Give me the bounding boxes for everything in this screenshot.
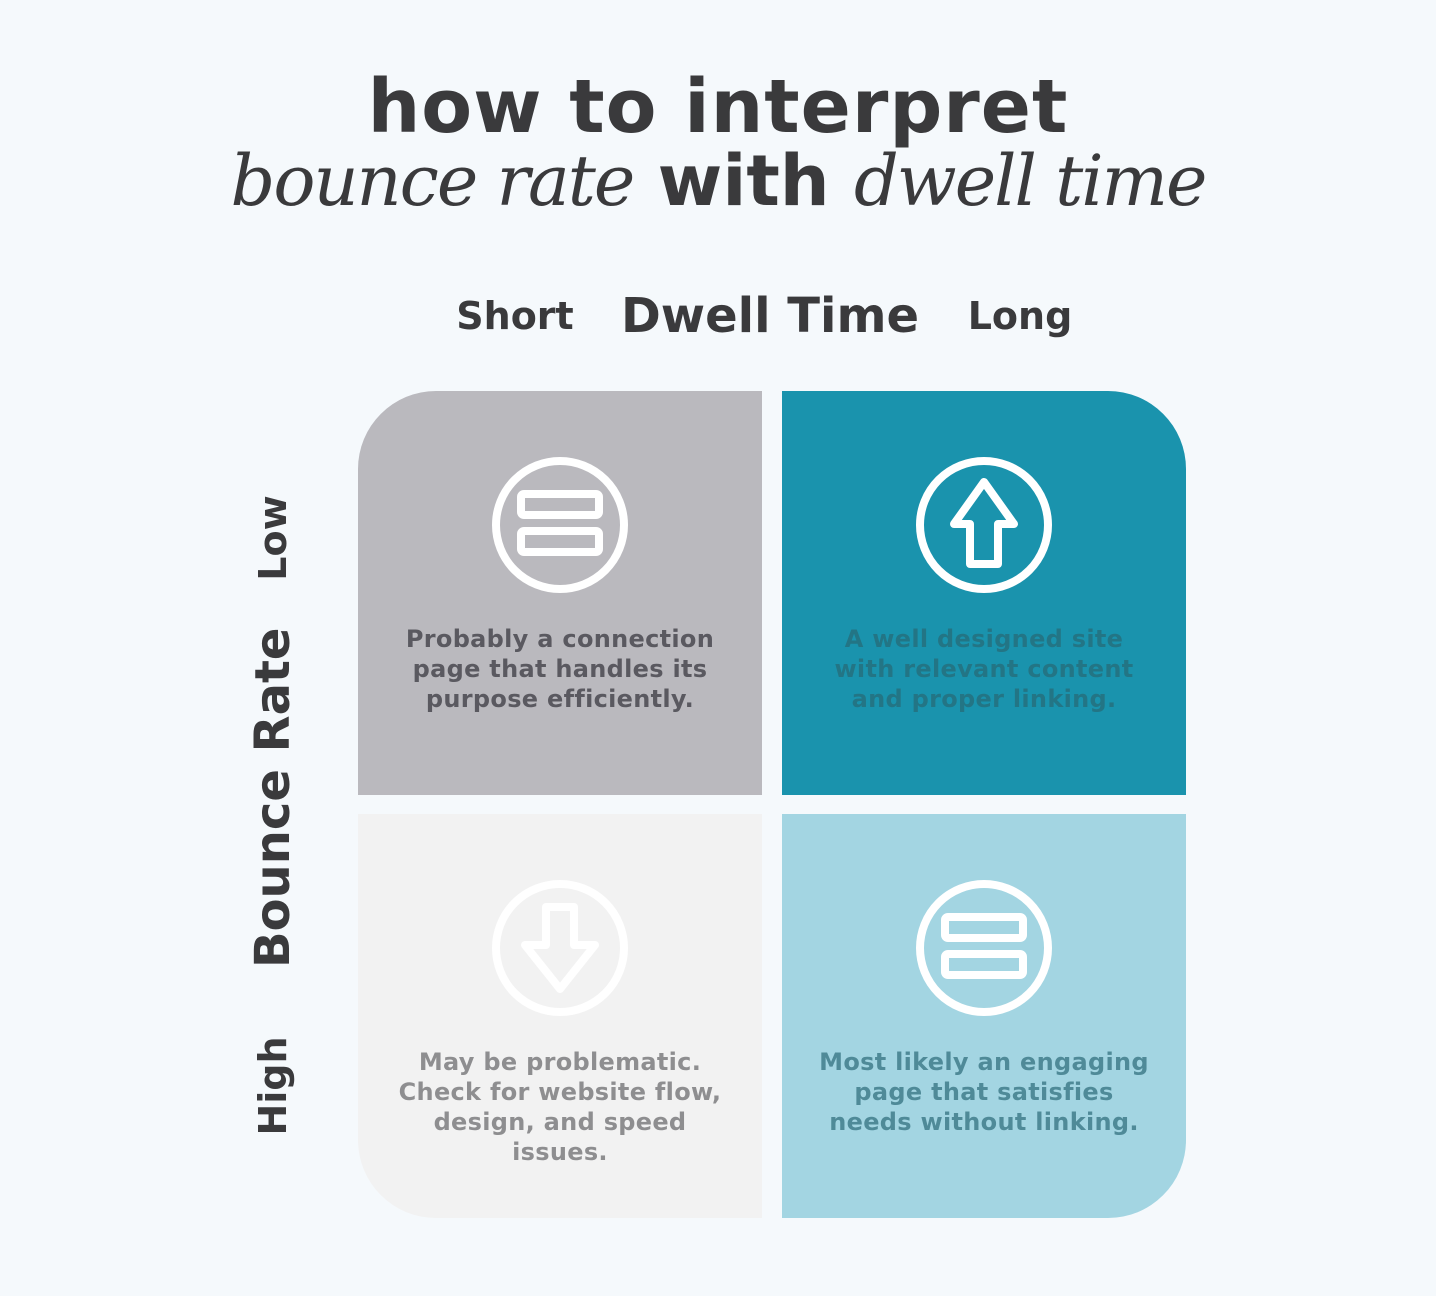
y-axis-title: Bounce Rate bbox=[245, 627, 301, 968]
title-bounce-rate: bounce rate bbox=[230, 140, 636, 222]
quadrant-description: May be problematic. Check for website fl… bbox=[398, 1048, 722, 1166]
title-dwell-time: dwell time bbox=[853, 140, 1207, 222]
quadrant-low-bounce-long-dwell: A well designed site with relevant conte… bbox=[782, 391, 1186, 795]
quadrant-high-bounce-long-dwell: Most likely an engaging page that satisf… bbox=[782, 814, 1186, 1218]
equals-icon bbox=[492, 457, 628, 593]
equals-icon bbox=[916, 880, 1052, 1016]
x-axis-short-label: Short bbox=[456, 294, 574, 338]
quadrant-description: A well designed site with relevant conte… bbox=[834, 625, 1134, 713]
title-line-1: how to interpret bbox=[367, 64, 1069, 150]
x-axis-title: Dwell Time bbox=[620, 288, 920, 344]
title-line-2: bounce rate with dwell time bbox=[0, 132, 1436, 229]
quadrant-high-bounce-short-dwell: May be problematic. Check for website fl… bbox=[358, 814, 762, 1218]
title-with: with bbox=[633, 140, 854, 222]
quadrant-description: Probably a connection page that handles … bbox=[405, 625, 715, 713]
quadrant-low-bounce-short-dwell: Probably a connection page that handles … bbox=[358, 391, 762, 795]
arrow-down-icon bbox=[492, 880, 628, 1016]
y-axis-low-label: Low bbox=[251, 495, 295, 581]
y-axis-high-label: High bbox=[251, 1036, 295, 1136]
quadrant-description: Most likely an engaging page that satisf… bbox=[819, 1048, 1149, 1136]
arrow-up-icon bbox=[916, 457, 1052, 593]
x-axis-long-label: Long bbox=[967, 294, 1073, 338]
